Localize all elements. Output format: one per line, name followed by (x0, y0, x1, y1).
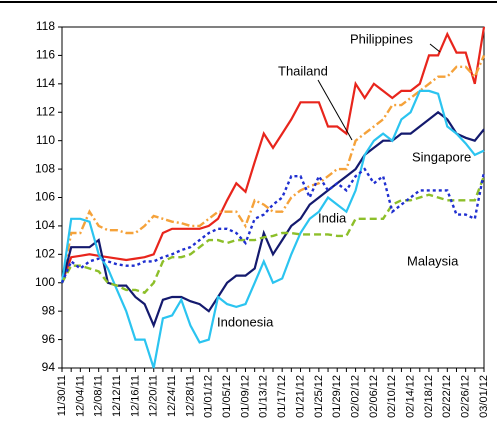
x-tick-label: 01/13/12 (258, 375, 270, 418)
series-line (60, 89, 485, 369)
series-line (60, 110, 485, 329)
y-tick-label: 118 (36, 19, 55, 33)
series-line (60, 26, 486, 284)
x-tick-label: 12/28/11 (184, 375, 196, 417)
series-label: Malaysia (407, 253, 459, 268)
y-tick-label: 114 (36, 76, 55, 90)
y-tick-label: 112 (36, 104, 55, 118)
x-tick-label: 01/01/12 (203, 375, 215, 418)
series-label: Indonesia (217, 314, 274, 329)
x-tick-label: 02/26/12 (460, 375, 472, 418)
y-tick-label: 94 (42, 360, 56, 374)
y-tick-label: 98 (42, 303, 56, 317)
x-tick-label: 02/06/12 (368, 375, 380, 418)
x-tick-label: 01/21/12 (294, 375, 306, 418)
series-label: Philippines (350, 31, 413, 46)
x-tick-label: 02/22/12 (441, 375, 453, 418)
y-tick-label: 104 (35, 218, 55, 232)
series-line (60, 54, 486, 284)
x-tick-label: 12/08/11 (93, 375, 105, 417)
x-tick-label: 12/20/11 (148, 375, 160, 417)
y-tick-label: 100 (35, 275, 55, 289)
y-tick-label: 106 (35, 190, 55, 204)
y-tick-label: 102 (35, 247, 55, 261)
x-tick-label: 01/17/12 (276, 375, 288, 418)
series-label: Thailand (278, 63, 328, 78)
x-tick-label: 02/18/12 (423, 375, 435, 418)
x-tick-label: 01/25/12 (313, 375, 325, 418)
x-tick-label: 01/29/12 (331, 375, 343, 418)
leader-line (317, 79, 353, 141)
x-tick-label: 01/05/12 (221, 375, 233, 418)
x-tick-label: 12/04/11 (74, 375, 86, 417)
x-tick-label: 11/30/11 (56, 375, 68, 416)
series-label: Singapore (412, 149, 471, 164)
leader-line (429, 43, 441, 53)
x-tick-label: 12/16/11 (129, 375, 141, 417)
series-label: India (318, 210, 347, 225)
y-tick-label: 110 (36, 133, 55, 147)
series-line (60, 175, 486, 295)
x-tick-label: 02/14/12 (405, 375, 417, 418)
x-tick-label: 03/01/12 (478, 375, 490, 418)
x-tick-label: 12/12/11 (111, 375, 123, 417)
y-tick-label: 116 (36, 48, 55, 62)
y-tick-label: 96 (42, 332, 56, 346)
y-tick-label: 108 (35, 161, 55, 175)
x-tick-label: 12/24/11 (166, 375, 178, 417)
x-tick-label: 01/09/12 (239, 375, 251, 418)
series-line (60, 167, 486, 284)
x-tick-label: 02/02/12 (349, 375, 361, 418)
x-tick-label: 02/10/12 (386, 375, 398, 418)
